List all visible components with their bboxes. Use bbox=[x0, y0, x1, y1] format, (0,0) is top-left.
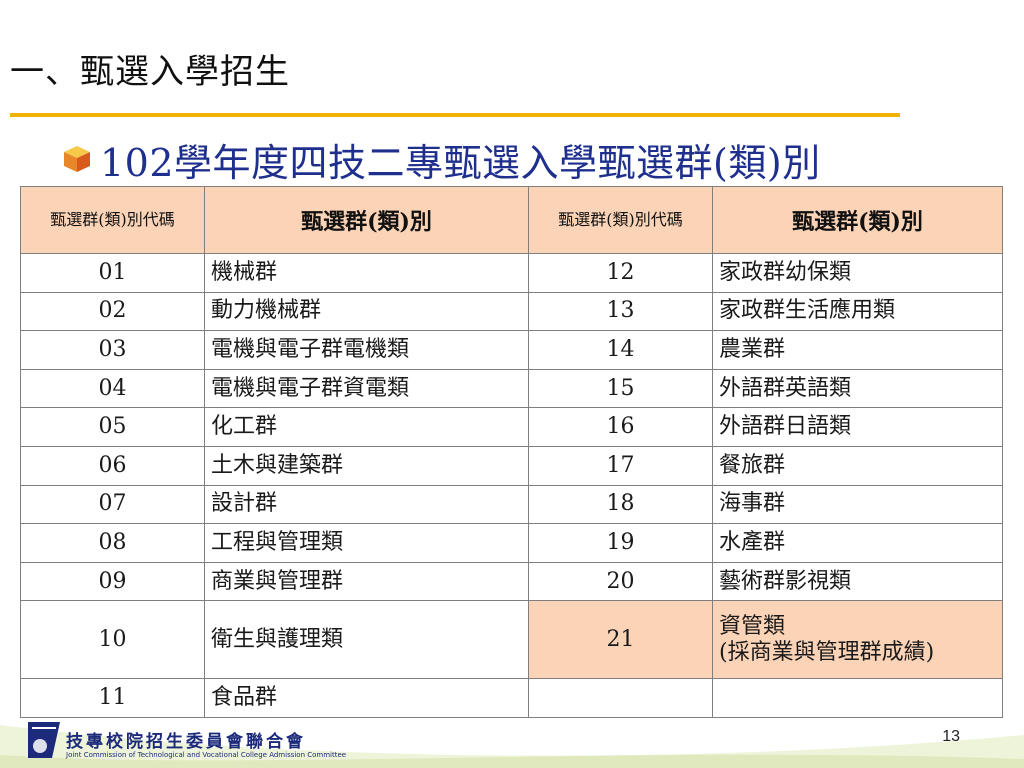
code-cell: 19 bbox=[528, 523, 713, 563]
code-cell: 05 bbox=[20, 407, 205, 447]
table-row: 11 食品群 bbox=[20, 678, 1003, 718]
table-row: 05 化工群 16 外語群日語類 bbox=[20, 407, 1003, 447]
name-cell: 工程與管理類 bbox=[204, 523, 529, 563]
name-cell-empty bbox=[712, 678, 1003, 718]
name-cell: 海事群 bbox=[712, 484, 1003, 525]
name-cell: 農業群 bbox=[712, 330, 1003, 370]
code-cell: 17 bbox=[528, 445, 713, 486]
code-cell: 11 bbox=[20, 678, 205, 718]
title-underline bbox=[10, 113, 900, 117]
org-name: 技專校院招生委員會聯合會 bbox=[66, 732, 306, 752]
code-cell: 20 bbox=[528, 561, 713, 602]
name-cell-note: (採商業與管理群成績) bbox=[719, 639, 935, 665]
name-cell: 水產群 bbox=[712, 523, 1003, 563]
name-cell: 外語群日語類 bbox=[712, 407, 1003, 447]
name-cell: 食品群 bbox=[204, 678, 529, 718]
table-row: 02 動力機械群 13 家政群生活應用類 bbox=[20, 291, 1003, 332]
name-cell: 土木與建築群 bbox=[204, 445, 529, 486]
code-cell: 02 bbox=[20, 291, 205, 332]
table-row: 04 電機與電子群資電類 15 外語群英語類 bbox=[20, 368, 1003, 409]
org-emblem-icon bbox=[28, 722, 60, 758]
name-cell: 藝術群影視類 bbox=[712, 561, 1003, 602]
slide-subtitle: 102學年度四技二專甄選入學甄選群(類)別 bbox=[100, 140, 821, 185]
code-cell: 09 bbox=[20, 561, 205, 602]
name-cell: 家政群生活應用類 bbox=[712, 291, 1003, 332]
code-cell: 12 bbox=[528, 253, 713, 293]
header-name-1: 甄選群(類)別 bbox=[204, 186, 529, 254]
page-number: 13 bbox=[942, 728, 960, 745]
header-name-2: 甄選群(類)別 bbox=[712, 186, 1003, 254]
code-cell: 10 bbox=[20, 600, 205, 680]
code-cell: 04 bbox=[20, 368, 205, 409]
slide-title: 一、甄選入學招生 bbox=[10, 52, 290, 92]
code-cell: 16 bbox=[528, 407, 713, 447]
org-name-english: Joint Commission of Technological and Vo… bbox=[66, 751, 347, 759]
code-cell: 03 bbox=[20, 330, 205, 370]
code-cell: 01 bbox=[20, 253, 205, 293]
name-cell-highlighted: 資管類 (採商業與管理群成績) bbox=[712, 600, 1003, 680]
table-row: 10 衛生與護理類 21 資管類 (採商業與管理群成績) bbox=[20, 600, 1003, 680]
cube-bullet-icon bbox=[64, 146, 90, 172]
table-row: 08 工程與管理類 19 水產群 bbox=[20, 523, 1003, 563]
table-row: 06 土木與建築群 17 餐旅群 bbox=[20, 445, 1003, 486]
name-cell: 衛生與護理類 bbox=[204, 600, 529, 680]
name-cell-line: 資管類 bbox=[719, 613, 786, 639]
code-cell: 06 bbox=[20, 445, 205, 486]
name-cell: 化工群 bbox=[204, 407, 529, 447]
table-row: 09 商業與管理群 20 藝術群影視類 bbox=[20, 561, 1003, 602]
name-cell: 家政群幼保類 bbox=[712, 253, 1003, 293]
code-cell-highlighted: 21 bbox=[528, 600, 713, 680]
code-cell: 14 bbox=[528, 330, 713, 370]
name-cell: 餐旅群 bbox=[712, 445, 1003, 486]
table-row: 07 設計群 18 海事群 bbox=[20, 484, 1003, 525]
code-cell: 08 bbox=[20, 523, 205, 563]
table-header-row: 甄選群(類)別代碼 甄選群(類)別 甄選群(類)別代碼 甄選群(類)別 bbox=[20, 186, 1003, 254]
table-row: 03 電機與電子群電機類 14 農業群 bbox=[20, 330, 1003, 370]
name-cell: 電機與電子群電機類 bbox=[204, 330, 529, 370]
table-row: 01 機械群 12 家政群幼保類 bbox=[20, 253, 1003, 293]
subtitle-row: 102學年度四技二專甄選入學甄選群(類)別 bbox=[62, 134, 821, 185]
footer-decoration bbox=[0, 725, 1024, 768]
name-cell: 商業與管理群 bbox=[204, 561, 529, 602]
code-cell: 15 bbox=[528, 368, 713, 409]
name-cell: 動力機械群 bbox=[204, 291, 529, 332]
name-cell: 電機與電子群資電類 bbox=[204, 368, 529, 409]
name-cell: 外語群英語類 bbox=[712, 368, 1003, 409]
program-table: 甄選群(類)別代碼 甄選群(類)別 甄選群(類)別代碼 甄選群(類)別 01 機… bbox=[20, 186, 1003, 718]
code-cell: 13 bbox=[528, 291, 713, 332]
code-cell: 18 bbox=[528, 484, 713, 525]
code-cell: 07 bbox=[20, 484, 205, 525]
name-cell: 設計群 bbox=[204, 484, 529, 525]
header-code-1: 甄選群(類)別代碼 bbox=[20, 186, 205, 254]
header-code-2: 甄選群(類)別代碼 bbox=[528, 186, 713, 254]
code-cell-empty bbox=[528, 678, 713, 718]
name-cell: 機械群 bbox=[204, 253, 529, 293]
